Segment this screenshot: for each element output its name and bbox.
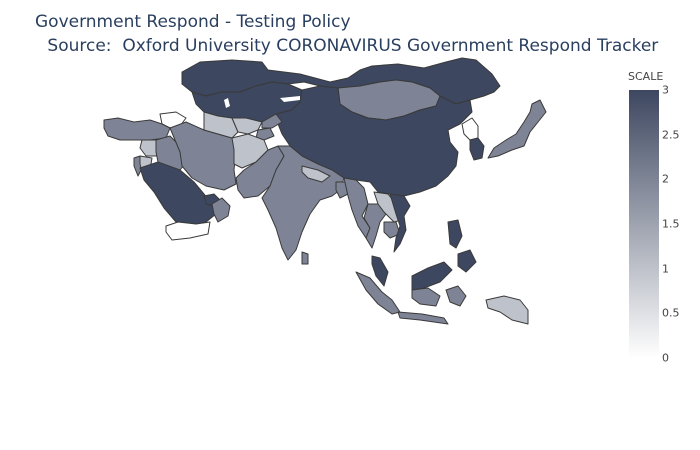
region-turkey[interactable] <box>103 117 171 141</box>
lake-shape <box>224 98 230 108</box>
colorbar-tick-label: 0.5 <box>662 306 680 320</box>
region-philippines[interactable] <box>447 219 477 273</box>
region-turkmenistan[interactable] <box>203 111 239 139</box>
colorbar <box>629 90 659 358</box>
colorbar-tick-label: 2 <box>662 172 669 186</box>
region-japan[interactable] <box>487 99 547 159</box>
region-pakistan[interactable] <box>235 145 285 199</box>
colorbar-tick-label: 0 <box>662 351 669 365</box>
colorbar-tick-label: 2.5 <box>662 128 680 142</box>
region-kyrgyzstan[interactable] <box>261 113 283 129</box>
region-oman[interactable] <box>211 197 231 223</box>
region-bangladesh[interactable] <box>335 181 349 199</box>
colorbar-tick-label: 3 <box>662 83 669 97</box>
region-south-korea[interactable] <box>469 137 485 161</box>
map-title: Government Respond - Testing Policy <box>35 12 351 32</box>
region-saudi-arabia[interactable] <box>139 161 217 227</box>
region-north-korea[interactable] <box>461 117 479 141</box>
region-yemen[interactable] <box>165 221 211 241</box>
region-sri-lanka[interactable] <box>301 251 309 265</box>
map-subtitle: Source: Oxford University CORONAVIRUS Go… <box>42 36 659 56</box>
region-papua[interactable] <box>485 295 529 325</box>
colorbar-tick-label: 1 <box>662 262 669 276</box>
region-cambodia[interactable] <box>383 221 401 239</box>
colorbar-tick-label: 1.5 <box>662 217 680 231</box>
region-nepal[interactable] <box>301 165 331 183</box>
region-myanmar[interactable] <box>343 177 371 239</box>
colorbar-title: SCALE <box>628 70 664 83</box>
region-indonesia[interactable] <box>355 271 467 325</box>
region-vietnam[interactable] <box>389 193 411 253</box>
lake-shape <box>280 96 300 102</box>
map-regions[interactable] <box>103 57 547 325</box>
region-malaysia[interactable] <box>371 255 453 291</box>
